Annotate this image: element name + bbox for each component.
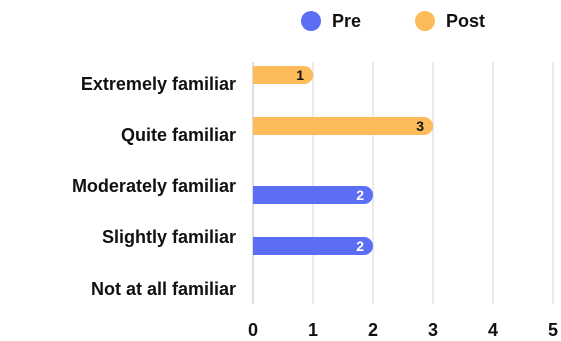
x-tick-label: 1 <box>308 320 318 340</box>
legend-marker-post <box>415 11 435 31</box>
legend-label-post: Post <box>446 11 485 31</box>
x-tick-labels: 0 1 2 3 4 5 <box>248 320 558 340</box>
bar-post-base <box>253 117 271 135</box>
category-labels: Extremely familiar Quite familiar Moderate… <box>72 74 236 299</box>
category-label: Quite familiar <box>121 125 236 145</box>
data-label: 2 <box>356 187 364 203</box>
legend-label-pre: Pre <box>332 11 361 31</box>
x-tick-label: 0 <box>248 320 258 340</box>
data-label: 3 <box>416 118 424 134</box>
bars: 2 2 1 3 <box>253 66 433 255</box>
grid <box>253 62 553 304</box>
legend-marker-pre <box>301 11 321 31</box>
category-label: Moderately familiar <box>72 176 236 196</box>
legend: Pre Post <box>301 11 485 31</box>
category-label: Extremely familiar <box>81 74 236 94</box>
bar-post-base <box>253 66 271 84</box>
category-label: Slightly familiar <box>102 227 236 247</box>
x-tick-label: 5 <box>548 320 558 340</box>
bar-post <box>253 117 433 135</box>
bar-pre-base <box>253 186 271 204</box>
bar-pre-base <box>253 237 271 255</box>
x-tick-label: 4 <box>488 320 498 340</box>
data-label: 1 <box>296 67 304 83</box>
x-tick-label: 3 <box>428 320 438 340</box>
category-label: Not at all familiar <box>91 279 236 299</box>
data-label: 2 <box>356 238 364 254</box>
x-tick-label: 2 <box>368 320 378 340</box>
